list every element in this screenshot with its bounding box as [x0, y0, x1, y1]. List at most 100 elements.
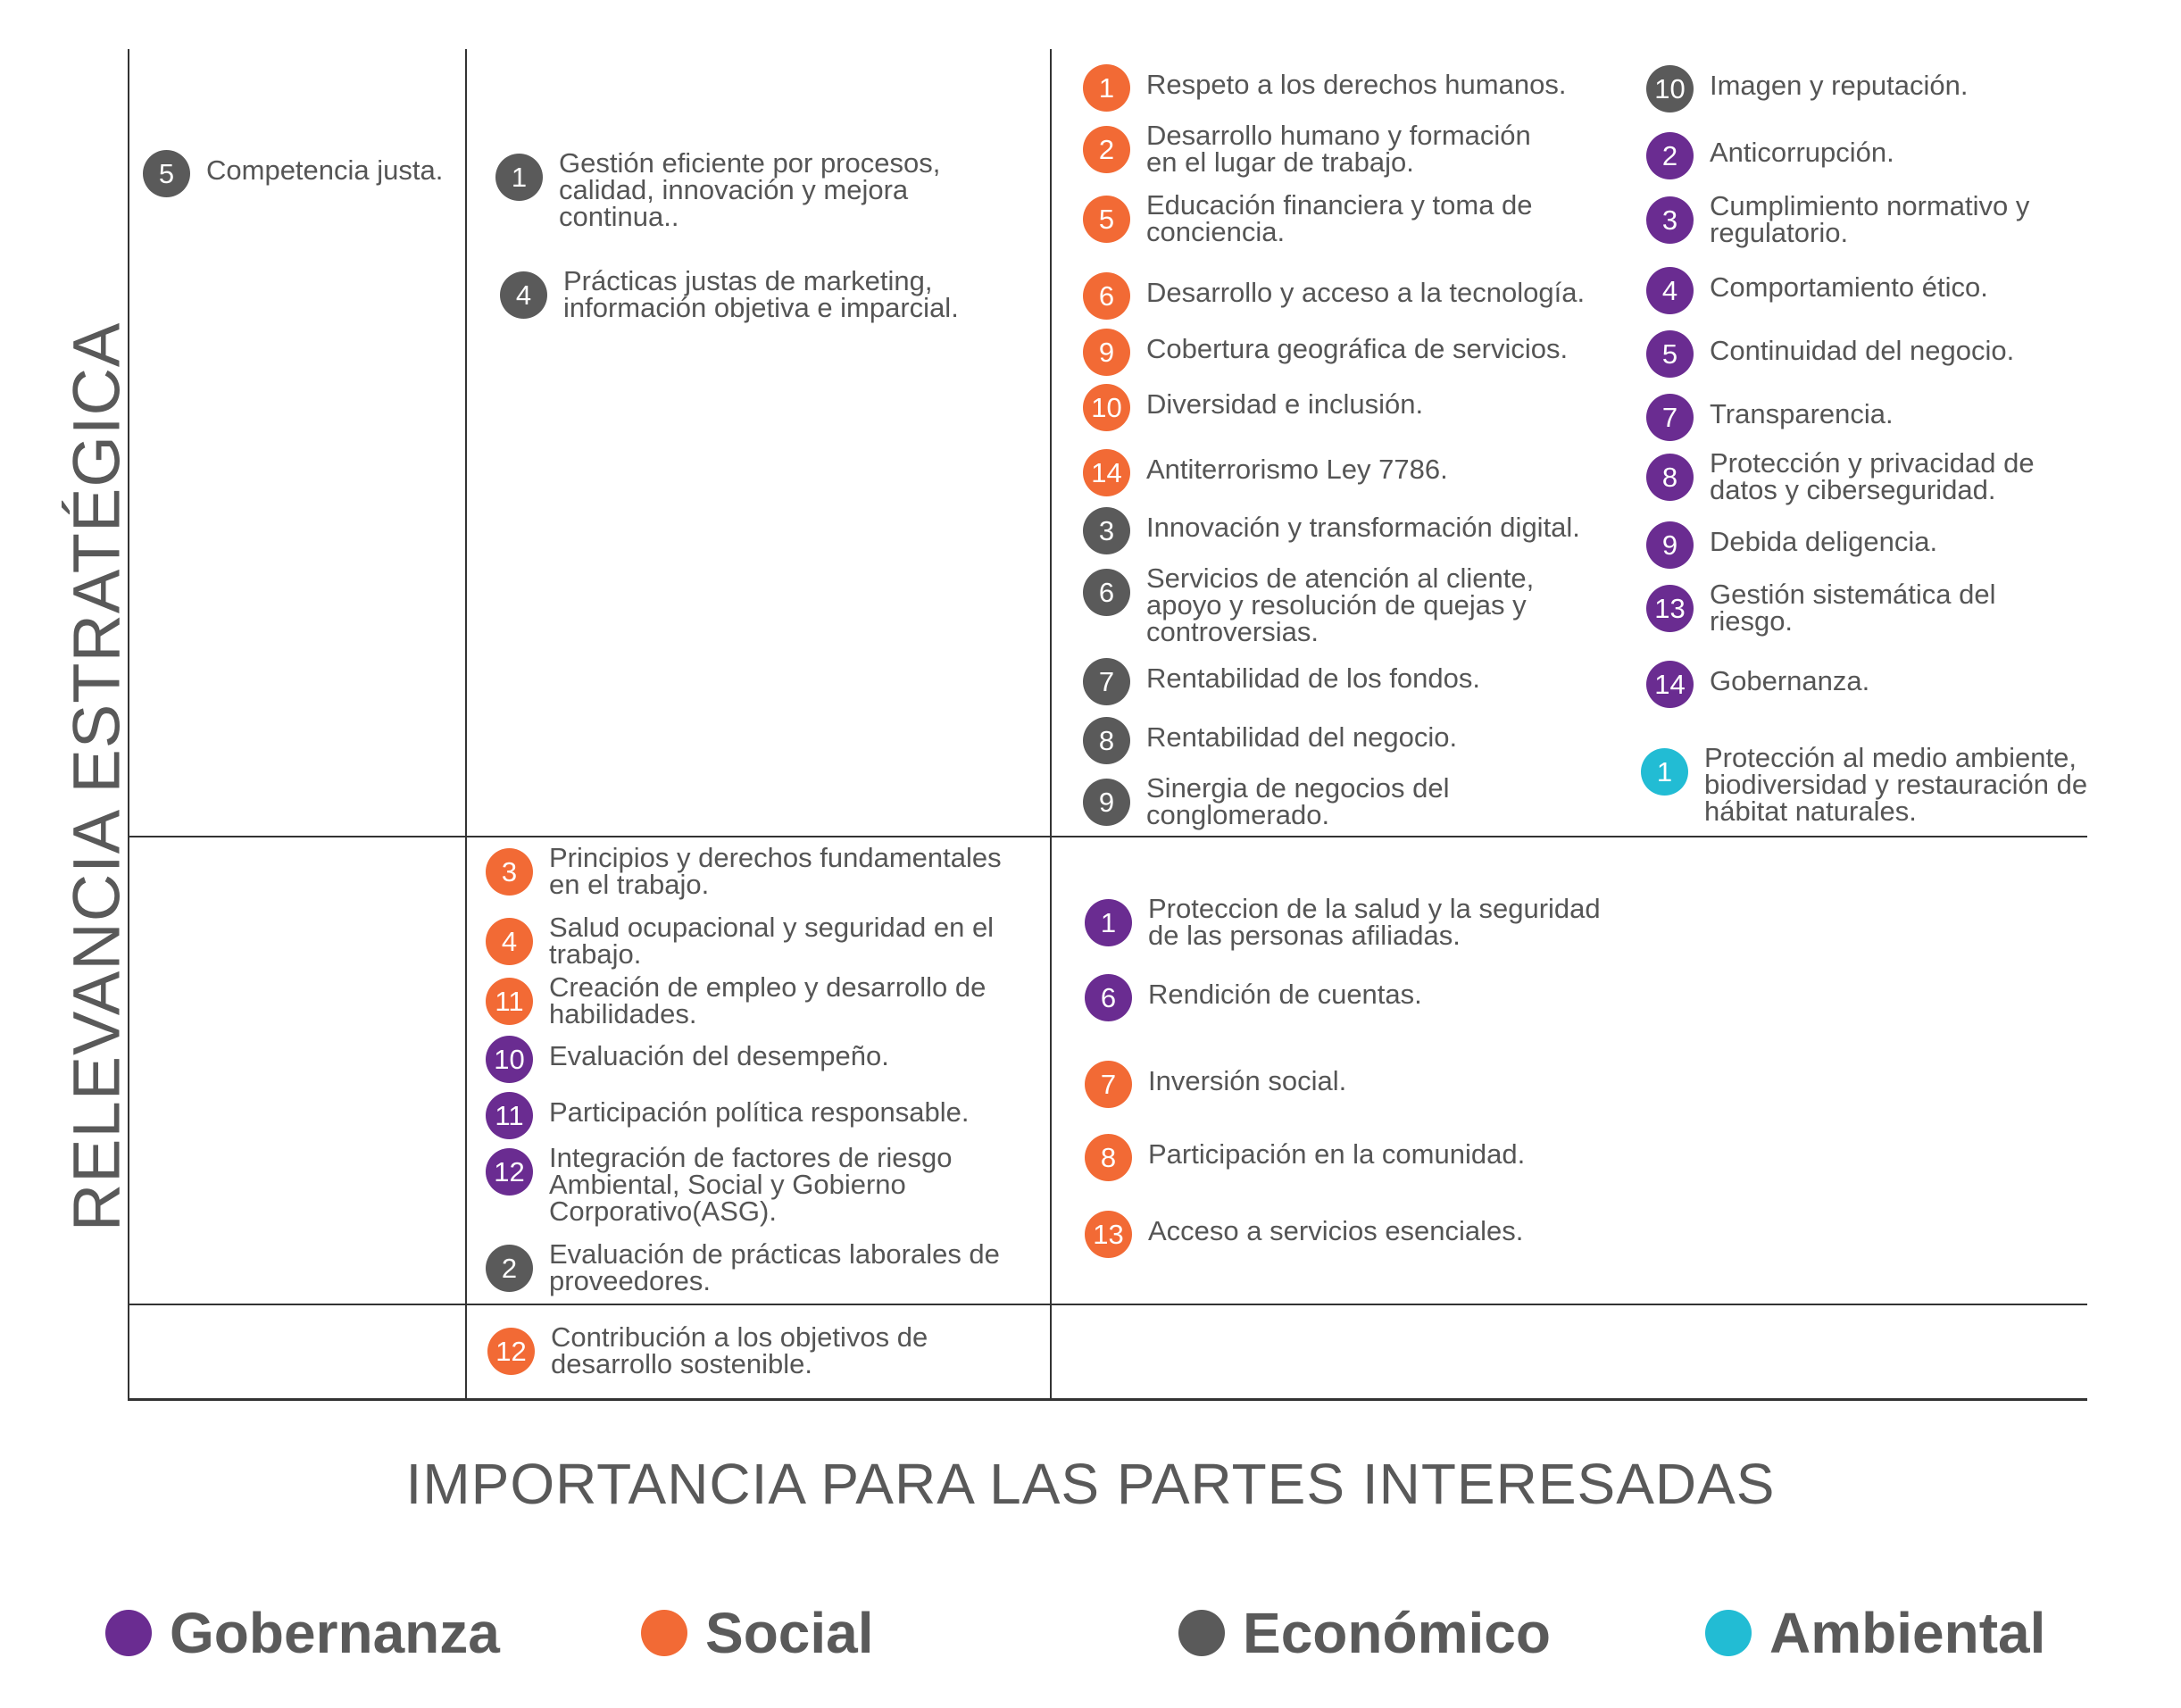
topic-number-badge: 3 — [1083, 507, 1130, 554]
grid-col-divider-1 — [465, 49, 467, 1401]
topic-number-badge: 10 — [1083, 384, 1130, 431]
topic-label-line: Protección al medio ambiente, — [1704, 742, 2077, 773]
material-topic-social-8: 8 Participación en la comunidad. — [1085, 1134, 1525, 1181]
topic-label-line: conciencia. — [1146, 216, 1286, 247]
topic-label: Integración de factores de riesgo Ambient… — [549, 1142, 953, 1227]
topic-label: Desarrollo humano y formación en el lugar… — [1146, 120, 1531, 178]
topic-label-line: Innovación y transformación digital. — [1146, 512, 1580, 543]
material-topic-social-3: 3 Principios y derechos fundamentales en e… — [486, 844, 1002, 900]
topic-label-line: Contribución a los objetivos de — [551, 1321, 928, 1353]
topic-label: Diversidad e inclusión. — [1146, 388, 1424, 420]
topic-label: Gestión sistemática del riesgo. — [1710, 580, 1995, 637]
topic-number-badge: 13 — [1646, 585, 1694, 632]
topic-number-badge: 8 — [1646, 454, 1694, 501]
topic-number-badge: 13 — [1085, 1211, 1132, 1258]
material-topic-social-12: 12 Contribución a los objetivos de desarro… — [487, 1323, 928, 1378]
topic-label-line: Creación de empleo y desarrollo de — [549, 971, 986, 1003]
topic-label: Participación en la comunidad. — [1148, 1140, 1525, 1168]
legend-label: Social — [705, 1601, 874, 1665]
material-topic-economico-7: 7 Rentabilidad de los fondos. — [1083, 658, 1480, 705]
topic-label-line: Servicios de atención al cliente, — [1146, 562, 1535, 594]
topic-number-badge: 11 — [486, 1092, 533, 1139]
material-topic-economico-8: 8 Rentabilidad del negocio. — [1083, 717, 1457, 764]
topic-label-line: Rentabilidad de los fondos. — [1146, 662, 1480, 694]
material-topic-gobernanza-4: 4 Comportamiento ético. — [1646, 267, 1988, 314]
legend-color-dot — [1178, 1610, 1225, 1656]
topic-number-badge: 2 — [1646, 132, 1694, 179]
topic-label: Acceso a servicios esenciales. — [1148, 1215, 1524, 1246]
topic-label-line: Corporativo(ASG). — [549, 1196, 777, 1227]
topic-label-line: Acceso a servicios esenciales. — [1148, 1215, 1524, 1246]
topic-number-badge: 12 — [487, 1328, 535, 1375]
material-topic-economico-9: 9 Sinergia de negocios del conglomerado. — [1083, 774, 1450, 829]
grid-left-axis — [128, 49, 129, 1401]
material-topic-social-5: 5 Educación financiera y toma de concienci… — [1083, 191, 1533, 247]
topic-number-badge: 5 — [1083, 196, 1130, 243]
topic-label: Prácticas justas de marketing, informació… — [563, 265, 959, 321]
topic-label-line: Gobernanza. — [1710, 665, 1870, 696]
material-topic-economico-6: 6 Servicios de atención al cliente, apoyo … — [1083, 564, 1534, 646]
material-topic-social-9: 9 Cobertura geográfica de servicios. — [1083, 329, 1568, 376]
topic-label-line: Desarrollo humano y formación — [1146, 120, 1531, 151]
legend-color-dot — [1705, 1610, 1752, 1656]
topic-label-line: calidad, innovación y mejora — [559, 174, 909, 205]
material-topic-economico-4: 4 Prácticas justas de marketing, informaci… — [500, 265, 959, 321]
topic-number-badge: 3 — [486, 848, 533, 896]
topic-label-line: Integración de factores de riesgo — [549, 1142, 953, 1173]
topic-number-badge: 2 — [1083, 126, 1130, 173]
topic-label-line: Diversidad e inclusión. — [1146, 388, 1424, 420]
material-topic-gobernanza-5: 5 Continuidad del negocio. — [1646, 330, 2014, 378]
topic-label-line: Ambiental, Social y Gobierno — [549, 1169, 906, 1200]
topic-label-line: en el lugar de trabajo. — [1146, 146, 1414, 178]
material-topic-gobernanza-2: 2 Anticorrupción. — [1646, 132, 1894, 179]
topic-number-badge: 7 — [1085, 1061, 1132, 1108]
topic-number-badge: 6 — [1085, 974, 1132, 1021]
topic-number-badge: 12 — [486, 1148, 533, 1196]
topic-label: Imagen y reputación. — [1710, 71, 1969, 99]
legend-item-gobernanza: Gobernanza — [105, 1600, 500, 1666]
topic-label-line: Anticorrupción. — [1710, 137, 1894, 168]
topic-number-badge: 2 — [486, 1245, 533, 1292]
topic-label: Participación política responsable. — [549, 1098, 969, 1126]
topic-label-line: Comportamiento ético. — [1710, 271, 1988, 303]
topic-label: Protección y privacidad de datos y cibers… — [1710, 449, 2035, 505]
material-topic-social-14: 14 Antiterrorismo Ley 7786. — [1083, 449, 1448, 496]
topic-label-line: Gestión eficiente por procesos, — [559, 147, 941, 179]
topic-label: Sinergia de negocios del conglomerado. — [1146, 774, 1450, 829]
topic-label: Principios y derechos fundamentales en el… — [549, 844, 1002, 900]
topic-label-line: Educación financiera y toma de — [1146, 189, 1533, 221]
topic-label-line: datos y ciberseguridad. — [1710, 474, 1996, 505]
topic-label: Salud ocupacional y seguridad en el traba… — [549, 912, 995, 968]
topic-label-line: Debida deligencia. — [1710, 526, 1938, 557]
topic-label-line: Antiterrorismo Ley 7786. — [1146, 454, 1448, 485]
topic-number-badge: 1 — [495, 154, 543, 201]
material-topic-gobernanza-12: 12 Integración de factores de riesgo Ambie… — [486, 1142, 953, 1227]
topic-label-line: Prácticas justas de marketing, — [563, 265, 933, 296]
material-topic-ambiental-1: 1 Protección al medio ambiente, biodiversi… — [1641, 742, 2088, 825]
topic-number-badge: 14 — [1646, 661, 1694, 708]
material-topic-gobernanza-9: 9 Debida deligencia. — [1646, 521, 1937, 569]
topic-label-line: Transparencia. — [1710, 398, 1894, 429]
legend-label: Económico — [1243, 1601, 1551, 1665]
topic-label: Rentabilidad del negocio. — [1146, 723, 1457, 751]
topic-label: Cumplimiento normativo y regulatorio. — [1710, 192, 2029, 246]
grid-row-divider-2 — [128, 1304, 2087, 1305]
topic-label-line: de las personas afiliadas. — [1148, 920, 1461, 951]
y-axis-label: RELEVANCIA ESTRATÉGICA — [59, 321, 134, 1232]
topic-number-badge: 8 — [1085, 1134, 1132, 1181]
legend-color-dot — [641, 1610, 687, 1656]
topic-label-line: Salud ocupacional y seguridad en el — [549, 912, 995, 943]
topic-label: Gestión eficiente por procesos, calidad, … — [559, 147, 941, 230]
material-topic-gobernanza-13: 13 Gestión sistemática del riesgo. — [1646, 580, 1995, 635]
topic-number-badge: 10 — [486, 1036, 533, 1083]
topic-label-line: riesgo. — [1710, 605, 1794, 637]
topic-label-line: en el trabajo. — [549, 869, 710, 900]
material-topic-gobernanza-3: 3 Cumplimiento normativo y regulatorio. — [1646, 192, 2029, 246]
material-topic-economico-1: 1 Gestión eficiente por procesos, calidad,… — [495, 149, 940, 230]
legend-label: Gobernanza — [170, 1601, 500, 1665]
topic-number-badge: 7 — [1083, 658, 1130, 705]
topic-label: Respeto a los derechos humanos. — [1146, 71, 1566, 98]
topic-label-line: Cobertura geográfica de servicios. — [1146, 333, 1569, 364]
topic-label-line: apoyo y resolución de quejas y — [1146, 589, 1527, 621]
topic-label-line: biodiversidad y restauración de — [1704, 769, 2088, 800]
